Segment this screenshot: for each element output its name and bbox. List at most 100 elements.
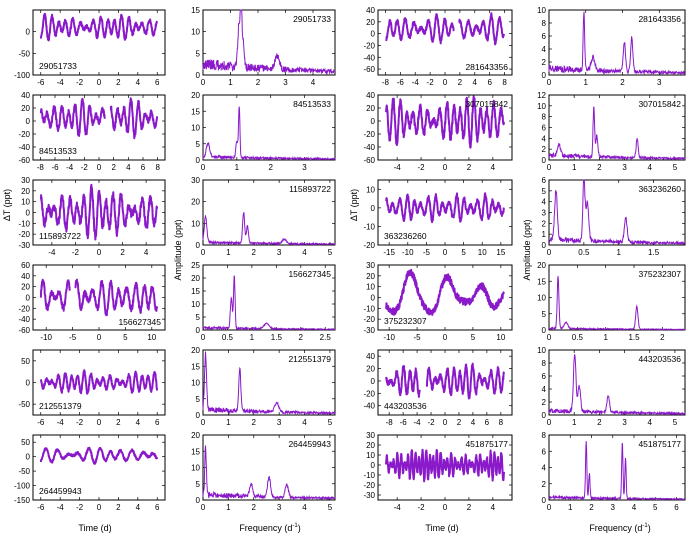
x-tick-label: -4 <box>57 418 65 427</box>
y-tick-label: 0 <box>371 30 376 39</box>
x-tick-label: 0 <box>443 248 448 257</box>
x-tick-label: 2 <box>660 333 665 342</box>
y-tick-label: 0 <box>196 241 201 250</box>
y-tick-label: 0 <box>196 411 201 420</box>
x-tick-label: 2 <box>597 418 602 427</box>
star-id-label: 29051733 <box>293 14 331 24</box>
x-tick-label: 0 <box>443 78 448 87</box>
y-tick-label: 0 <box>371 117 376 126</box>
y-tick-label: 30 <box>366 431 375 440</box>
amplitude-spectrum-series <box>548 106 686 161</box>
x-tick-label: 2 <box>116 503 121 512</box>
x-tick-label: 1 <box>235 163 240 172</box>
x-tick-label: -2 <box>418 163 426 172</box>
x-tick-label: 4 <box>471 418 476 427</box>
y-tick-label: 0 <box>542 326 547 335</box>
x-tick-label: 3 <box>622 163 627 172</box>
y-tick-label: 0 <box>196 496 201 505</box>
x-tick-label: 0 <box>97 78 102 87</box>
x-tick-label: 1 <box>603 333 608 342</box>
x-tick-label: 4 <box>311 78 316 87</box>
panel-freq-29051733: 0 1 2 3 4 0 5 10 15 29051733 <box>191 6 336 87</box>
y-tick-label: 20 <box>21 283 30 292</box>
x-tick-label: 0 <box>443 333 448 342</box>
y-tick-label: 40 <box>21 91 30 100</box>
light-curve-series <box>39 369 159 395</box>
x-tick-label: -6 <box>400 418 408 427</box>
star-id-label: 84513533 <box>39 146 77 156</box>
amplitude-spectrum-series <box>202 211 336 247</box>
x-tick-label: 0 <box>547 418 552 427</box>
x-tick-label: 3 <box>277 418 282 427</box>
star-id-label: 212551379 <box>39 401 82 411</box>
amplitude-spectrum-series <box>202 445 336 501</box>
y-tick-label: 20 <box>366 104 375 113</box>
star-id-label: 375232307 <box>638 269 681 279</box>
panel-freq-156627345: 0 0.5 1 1.5 2 2.5 0 5 10 15 20 25 156627345 <box>191 261 336 342</box>
y-tick-label: 20 <box>366 441 375 450</box>
x-tick-label: -5 <box>69 333 77 342</box>
y-tick-label: 5 <box>542 187 547 196</box>
x-tick-label: -4 <box>48 248 56 257</box>
y-tick-label: -40 <box>18 315 30 324</box>
y-tick-label: 5 <box>196 313 201 322</box>
y-tick-label: 0 <box>542 496 547 505</box>
y-tick-label: 0 <box>196 156 201 165</box>
y-tick-label: 0 <box>542 71 547 80</box>
x-tick-label: -2 <box>72 248 80 257</box>
y-tick-label: -150 <box>14 496 31 505</box>
panel-freq-443203536: 0 1 2 3 4 5 0 2 4 6 8 10 443203536 <box>537 346 686 427</box>
frequency-axis-label-2: Frequency (d-1) <box>589 523 650 533</box>
y-tick-label: 4 <box>542 198 547 207</box>
x-tick-label: -5 <box>423 248 431 257</box>
y-tick-label: 15 <box>191 362 200 371</box>
amplitude-spectrum-series <box>202 275 336 332</box>
y-tick-label: 0 <box>26 209 31 218</box>
panel-freq-281643356: 0 1 2 3 0 2 4 6 8 10 281643356 <box>537 6 686 87</box>
star-id-label: 84513533 <box>293 99 331 109</box>
y-tick-label: 1 <box>542 230 547 239</box>
y-tick-label: 6 <box>542 32 547 41</box>
y-tick-label: 5 <box>196 140 201 149</box>
x-tick-label: 0 <box>97 163 102 172</box>
y-tick-label: 20 <box>366 365 375 374</box>
x-tick-label: 6 <box>155 503 160 512</box>
amplitude-spectrum-series <box>548 354 686 417</box>
y-tick-label: -20 <box>363 315 375 324</box>
x-tick-label: 2 <box>299 333 304 342</box>
x-tick-label: -8 <box>386 418 394 427</box>
y-tick-label: 15 <box>537 277 546 286</box>
y-tick-label: -10 <box>363 304 375 313</box>
y-tick-label: 40 <box>21 272 30 281</box>
x-tick-label: -4 <box>66 163 74 172</box>
y-tick-label: 2 <box>542 145 547 154</box>
y-tick-label: 20 <box>537 261 546 270</box>
y-tick-label: 2 <box>542 398 547 407</box>
x-tick-label: 2 <box>620 78 625 87</box>
star-id-label: 264459943 <box>288 439 331 449</box>
x-tick-label: 0 <box>547 163 552 172</box>
x-tick-label: 0 <box>201 78 206 87</box>
y-tick-label: -30 <box>18 241 30 250</box>
x-tick-label: -4 <box>394 503 402 512</box>
x-tick-label: 5 <box>653 503 658 512</box>
x-tick-label: 0 <box>443 163 448 172</box>
y-tick-label: 50 <box>21 438 30 447</box>
y-tick-label: 6 <box>542 124 547 133</box>
y-tick-label: 20 <box>366 18 375 27</box>
y-tick-label: -20 <box>18 230 30 239</box>
x-tick-label: 0 <box>201 503 206 512</box>
y-tick-label: -60 <box>363 65 375 74</box>
x-tick-label: 5 <box>673 418 678 427</box>
star-id-label: 363236260 <box>638 184 681 194</box>
x-tick-label: 4 <box>491 163 496 172</box>
y-tick-label: 40 <box>366 6 375 15</box>
y-tick-label: 15 <box>191 447 200 456</box>
y-tick-label: -20 <box>363 41 375 50</box>
panel-time-212551379: -6 -4 -2 0 2 4 6 -50 0 50 212551379 <box>18 349 166 427</box>
x-tick-label: 0 <box>201 248 206 257</box>
